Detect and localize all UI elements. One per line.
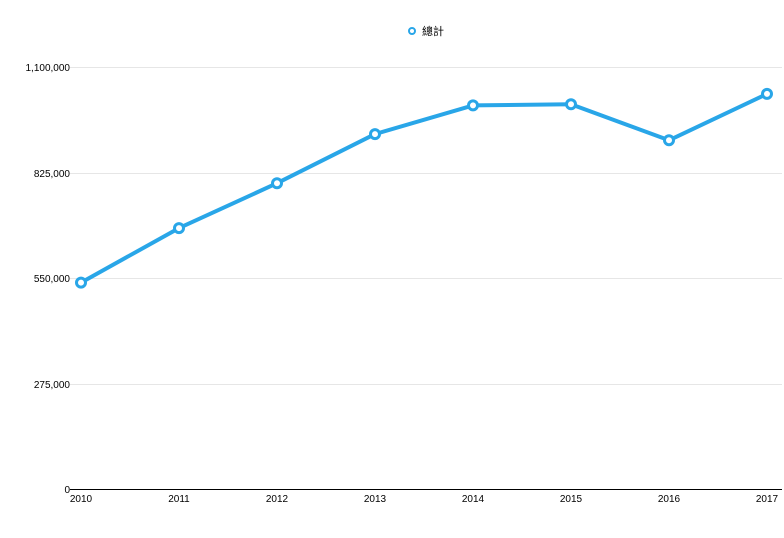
x-tick-label: 2013 (364, 494, 387, 505)
y-tick-label: 0 (64, 485, 70, 496)
legend: 總計 (408, 24, 444, 38)
data-point (271, 177, 283, 190)
legend-label-total: 總計 (422, 24, 444, 38)
gridlines (70, 67, 782, 385)
data-point (75, 276, 87, 289)
x-tick-label: 2014 (462, 494, 485, 505)
x-tick-label: 2011 (168, 494, 190, 505)
y-tick-label: 825,000 (34, 169, 71, 180)
x-tick-label: 2017 (756, 494, 779, 505)
legend-marker-total (408, 27, 416, 35)
x-tick-label: 2015 (560, 494, 583, 505)
x-tick-label: 2012 (266, 494, 289, 505)
data-point (761, 87, 773, 100)
data-point (467, 99, 479, 112)
data-point (369, 128, 381, 141)
data-points (75, 87, 773, 289)
data-point (663, 134, 675, 147)
y-axis-tick-labels: 0 275,000 550,000 825,000 1,100,000 (26, 63, 71, 496)
data-point (173, 222, 185, 235)
x-tick-label: 2016 (658, 494, 681, 505)
series-line-total (79, 91, 769, 285)
y-tick-label: 1,100,000 (26, 63, 71, 74)
x-axis-tick-labels: 2010 2011 2012 2013 2014 2015 2016 2017 (70, 494, 779, 505)
data-point (565, 98, 577, 111)
y-tick-label: 550,000 (34, 274, 71, 285)
y-tick-label: 275,000 (34, 380, 71, 391)
x-tick-label: 2010 (70, 494, 93, 505)
